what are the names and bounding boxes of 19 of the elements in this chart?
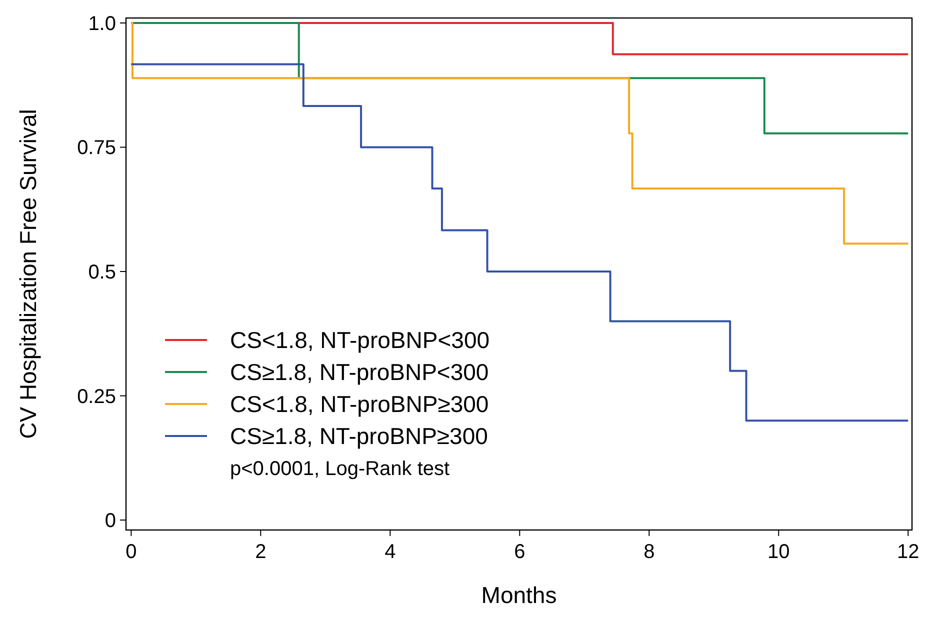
x-axis-title: Months — [481, 582, 557, 608]
x-tick-label: 10 — [768, 541, 790, 563]
legend-label: CS≥1.8, NT-proBNP≥300 — [230, 423, 488, 450]
y-tick-label: 1.0 — [88, 12, 116, 35]
legend-label: CS<1.8, NT-proBNP<300 — [230, 327, 490, 354]
y-axis-title: CV Hospitalization Free Survival — [15, 109, 41, 439]
annotation: p<0.0001, Log-Rank test — [230, 458, 450, 480]
legend-label: CS≥1.8, NT-proBNP<300 — [230, 359, 489, 386]
x-tick-label: 2 — [255, 541, 266, 563]
y-tick-label: 0.5 — [88, 262, 116, 284]
x-tick-label: 4 — [384, 541, 396, 563]
x-tick-label: 6 — [514, 541, 526, 563]
x-tick-label: 0 — [126, 541, 137, 563]
x-tick-label: 12 — [896, 541, 920, 563]
y-tick-label: 0.75 — [77, 137, 116, 160]
x-tick-label: 8 — [644, 541, 655, 563]
legend-label: CS<1.8, NT-proBNP≥300 — [230, 391, 489, 418]
y-tick-label: 0 — [104, 510, 116, 532]
y-tick-label: 0.25 — [77, 386, 116, 408]
